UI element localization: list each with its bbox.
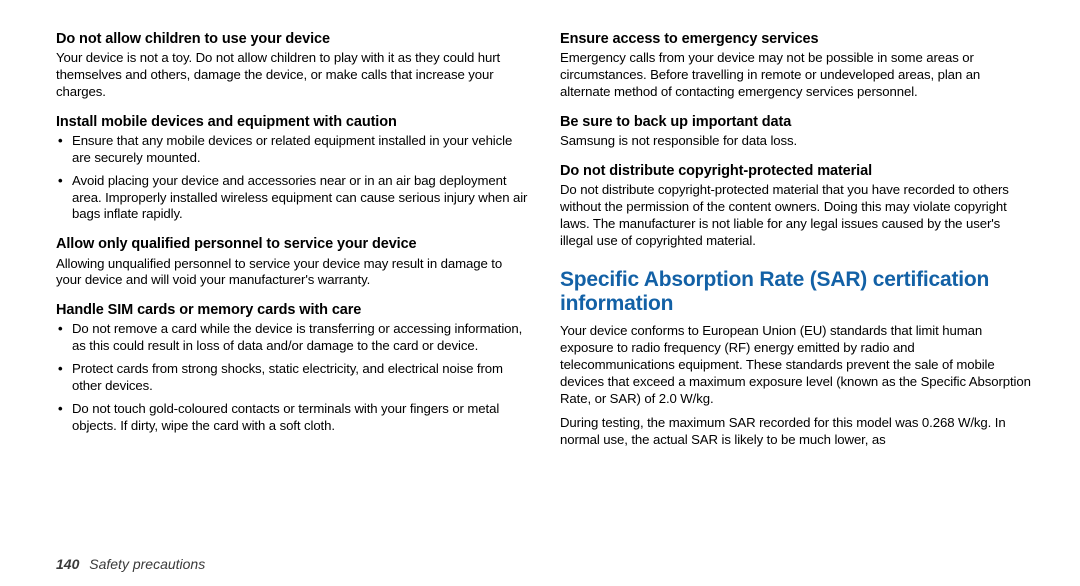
body-text: During testing, the maximum SAR recorded… [560, 415, 1032, 449]
footer-section-name: Safety precautions [89, 556, 205, 572]
body-text: Samsung is not responsible for data loss… [560, 133, 1032, 150]
body-text: Your device is not a toy. Do not allow c… [56, 50, 528, 101]
two-column-layout: Do not allow children to use your device… [56, 30, 1032, 542]
list-item: Do not remove a card while the device is… [56, 321, 528, 355]
list-item: Protect cards from strong shocks, static… [56, 361, 528, 395]
list-item: Ensure that any mobile devices or relate… [56, 133, 528, 167]
manual-page: Do not allow children to use your device… [0, 0, 1080, 586]
body-text: Allowing unqualified personnel to servic… [56, 256, 528, 290]
page-number: 140 [56, 556, 79, 572]
list-item: Avoid placing your device and accessorie… [56, 173, 528, 224]
right-column: Ensure access to emergency services Emer… [560, 30, 1032, 542]
section-heading: Handle SIM cards or memory cards with ca… [56, 301, 528, 319]
bullet-list: Do not remove a card while the device is… [56, 321, 528, 434]
list-item: Do not touch gold-coloured contacts or t… [56, 401, 528, 435]
section-heading: Do not distribute copyright-protected ma… [560, 162, 1032, 180]
section-heading: Be sure to back up important data [560, 113, 1032, 131]
section-heading: Install mobile devices and equipment wit… [56, 113, 528, 131]
page-footer: 140 Safety precautions [56, 556, 205, 572]
body-text: Do not distribute copyright-protected ma… [560, 182, 1032, 250]
body-text: Your device conforms to European Union (… [560, 323, 1032, 407]
section-heading: Do not allow children to use your device [56, 30, 528, 48]
section-heading: Ensure access to emergency services [560, 30, 1032, 48]
left-column: Do not allow children to use your device… [56, 30, 528, 542]
main-heading: Specific Absorption Rate (SAR) certifica… [560, 268, 1032, 318]
bullet-list: Ensure that any mobile devices or relate… [56, 133, 528, 223]
section-heading: Allow only qualified personnel to servic… [56, 235, 528, 253]
body-text: Emergency calls from your device may not… [560, 50, 1032, 101]
